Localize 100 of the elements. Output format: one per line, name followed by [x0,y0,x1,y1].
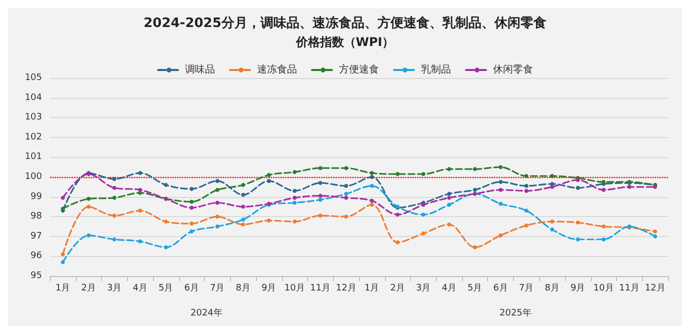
point [215,214,220,219]
point [164,182,168,187]
point [472,245,477,250]
point [653,229,658,234]
point [447,192,452,196]
point [550,227,554,232]
point [396,172,400,176]
y-tick-label: 102 [24,132,42,142]
y-tick-label: 99 [30,192,42,202]
point [292,170,297,174]
x-tick-label: 2月 [390,284,405,294]
point [190,222,194,226]
point [138,188,142,192]
point [498,188,503,192]
point [292,196,297,200]
point [138,208,142,213]
point [215,200,220,205]
point [60,252,65,256]
point [190,229,194,234]
point [421,231,426,236]
point [215,178,220,183]
x-tick-label: 5月 [158,284,174,294]
point [266,218,271,223]
legend-label: 速冻食品 [257,64,297,76]
x-tick-label: 11月 [619,284,640,294]
point [396,240,400,244]
point [524,184,528,188]
y-tick-label: 97 [30,231,42,242]
point [370,202,374,207]
point [241,192,246,197]
point [86,233,91,238]
point [602,224,606,228]
x-tick-label: 8月 [544,284,560,294]
point [498,165,503,170]
y-tick-label: 104 [24,92,42,103]
chart-title: 2024-2025分月，调味品、速冻食品、方便速食、乳制品、休闲零食 [144,15,546,31]
x-tick-label: 2月 [81,284,96,294]
point [627,184,632,189]
point [266,173,271,178]
point [370,184,374,188]
point [292,200,297,205]
x-tick-label: 4月 [442,284,456,294]
point [190,206,194,210]
point [472,188,477,192]
point [396,212,400,217]
x-tick-label: 5月 [468,284,482,294]
point [215,188,220,192]
point [164,220,168,224]
point [292,188,297,193]
point [524,208,528,213]
point [550,220,554,224]
point [344,166,348,170]
x-tick-label: 3月 [107,284,122,294]
point [112,237,116,242]
point [112,176,116,181]
point [550,184,554,189]
y-tick-label: 103 [24,112,42,123]
point [318,198,322,202]
point [421,172,426,176]
point [241,182,246,187]
point [190,200,194,204]
point [653,234,658,238]
point [344,214,348,219]
point [370,198,374,203]
point [292,220,297,224]
text: 2025年 [500,308,532,318]
point [576,186,580,190]
point [241,222,246,227]
point [576,237,580,242]
point [524,224,528,228]
point [498,233,503,238]
point [164,245,168,250]
point [318,194,322,198]
x-tick-label: 6月 [184,284,199,294]
point [86,204,91,209]
chart-subtitle: 价格指数（WPI） [294,35,394,49]
point [112,214,116,218]
point [138,239,142,244]
y-tick-label: 105 [24,73,42,83]
point [318,180,322,185]
x-tick-label: 4月 [132,284,148,294]
point [241,218,246,222]
point [344,196,348,200]
point [447,202,452,207]
point [576,220,580,225]
x-tick-label: 9月 [570,284,586,294]
point [447,167,452,172]
point [318,166,322,170]
y-tick-label: 98 [30,212,42,222]
y-tick-label: 95 [30,271,42,281]
x-tick-label: 12月 [644,284,666,294]
x-tick-label: 7月 [210,284,225,294]
point [602,188,606,192]
point [602,237,606,242]
y-tick-label: 96 [30,251,42,262]
point [112,196,116,200]
point [447,196,452,200]
point [60,196,65,200]
point [60,260,65,264]
point [498,202,503,206]
